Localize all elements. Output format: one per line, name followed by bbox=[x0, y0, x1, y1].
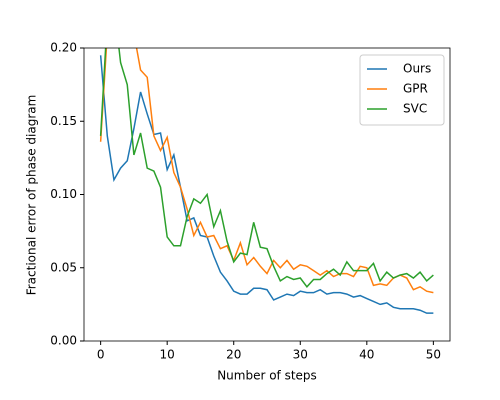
plot-area bbox=[99, 48, 434, 314]
y-tick-label: 0.15 bbox=[50, 114, 77, 128]
x-axis-label: Number of steps bbox=[217, 369, 317, 383]
x-tick-label: 50 bbox=[426, 348, 441, 362]
x-tick-label: 0 bbox=[97, 348, 105, 362]
series-line bbox=[99, 55, 434, 314]
x-tick-label: 20 bbox=[226, 348, 241, 362]
legend-label: Ours bbox=[403, 62, 431, 76]
y-tick-label: 0.05 bbox=[50, 260, 77, 274]
y-tick-label: 0.00 bbox=[50, 334, 77, 348]
x-tick-label: 10 bbox=[160, 348, 175, 362]
legend-label: SVC bbox=[403, 102, 427, 116]
x-tick-label: 40 bbox=[359, 348, 374, 362]
y-tick-label: 0.20 bbox=[50, 41, 77, 55]
series-line bbox=[99, 48, 434, 294]
plot-frame bbox=[83, 47, 451, 342]
y-tick-label: 0.10 bbox=[50, 187, 77, 201]
series-line bbox=[99, 48, 434, 288]
y-axis-label: Fractional error of phase diagram bbox=[25, 95, 39, 296]
legend-box bbox=[359, 54, 445, 126]
legend-label: GPR bbox=[403, 82, 428, 96]
x-tick-label: 30 bbox=[293, 348, 308, 362]
